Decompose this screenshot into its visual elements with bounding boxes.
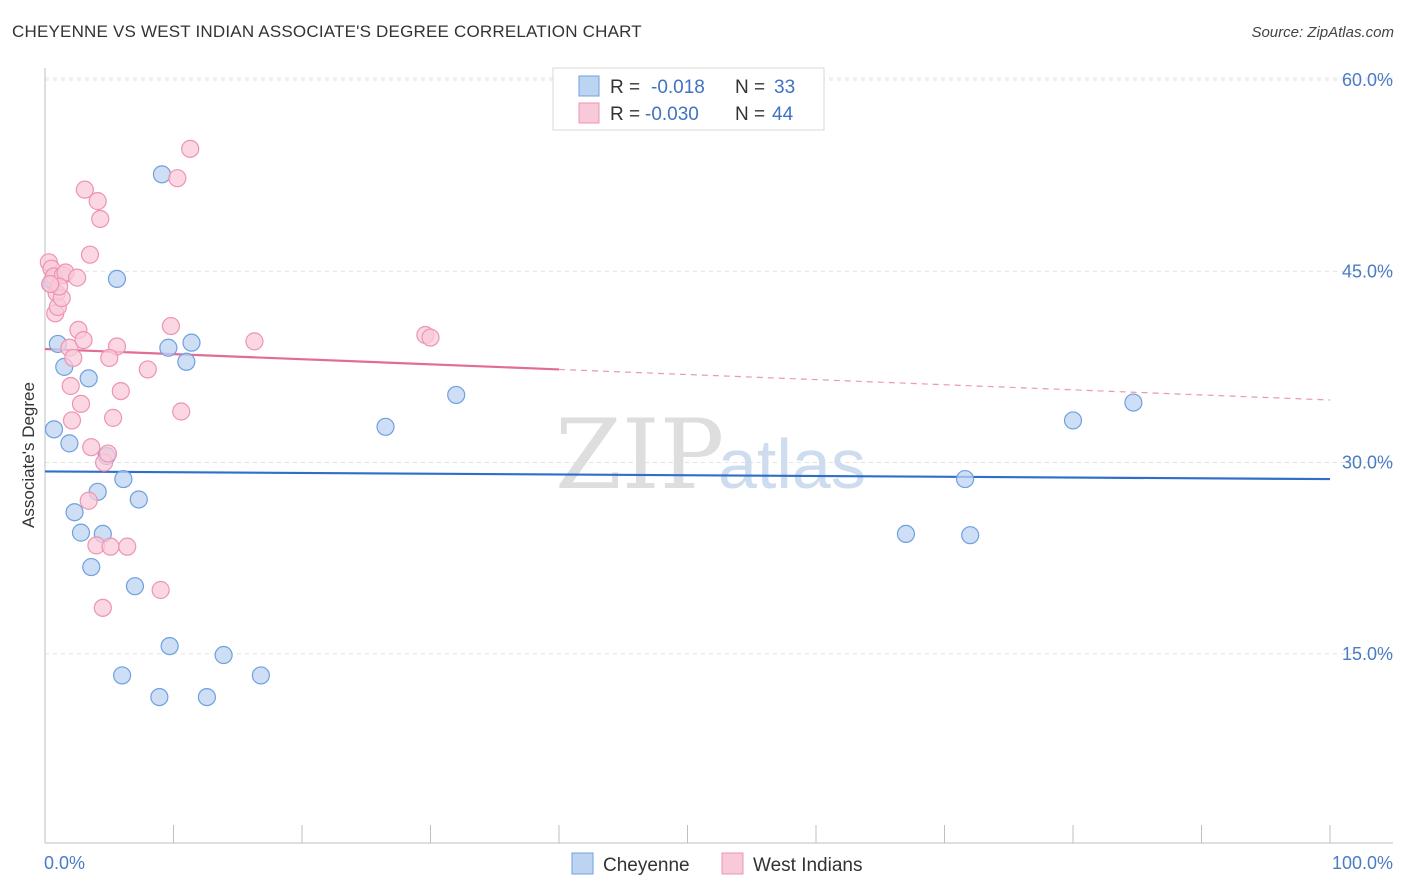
point-west-indians-41 [41,274,60,294]
point-west-indians-14 [71,394,91,413]
point-cheyenne-4 [60,434,79,453]
point-cheyenne-29 [896,524,916,544]
point-cheyenne-33 [1124,393,1143,412]
point-west-indians-25 [101,537,120,556]
point-cheyenne-15 [129,490,148,509]
point-west-indians-35 [181,139,200,158]
point-cheyenne-31 [961,526,980,545]
point-west-indians-40 [62,411,82,430]
legend-n-label-1: N = [735,77,765,98]
point-west-indians-33 [168,169,187,188]
point-west-indians-15 [75,180,94,199]
point-west-indians-16 [79,491,98,510]
point-cheyenne-6 [65,503,84,522]
point-west-indians-30 [138,360,157,379]
x-tick-label-1: 100.0% [1332,853,1393,873]
point-west-indians-42 [74,331,93,350]
point-west-indians-34 [172,402,191,421]
point-west-indians-18 [82,438,101,457]
point-west-indians-20 [88,192,107,211]
trend-line-1 [44,347,560,371]
point-cheyenne-17 [150,687,169,707]
point-cheyenne-16 [125,577,145,596]
legend-swatch-cheyenne [578,75,600,97]
point-cheyenne-21 [177,352,196,371]
legend-r-label-2: R = [610,104,640,125]
point-cheyenne-20 [160,636,179,656]
legend-r-value-2: -0.030 [645,104,699,125]
point-cheyenne-19 [159,338,178,357]
point-west-indians-12 [68,268,87,287]
point-west-indians-17 [80,245,100,264]
y-tick-label-3: 60.0% [1342,70,1393,90]
legend-r-value-1: -0.018 [651,77,705,98]
trend-line-0 [44,470,1331,481]
trend-lines [44,347,1331,481]
point-west-indians-21 [91,209,110,229]
point-cheyenne-26 [112,666,132,685]
axes [44,68,1393,844]
point-cheyenne-18 [152,165,172,184]
legend-n-label-2: N = [735,104,765,125]
point-west-indians-26 [104,408,123,427]
legend-swatch-west-indians [578,102,600,124]
series-label-cheyenne: Cheyenne [603,855,690,876]
point-west-indians-43 [100,348,119,368]
point-cheyenne-25 [251,666,270,685]
point-cheyenne-23 [197,687,217,707]
series-label-west-indians: West Indians [753,855,862,876]
y-tick-labels: 15.0% 30.0% 45.0% 60.0% [1342,70,1393,664]
point-west-indians-10 [61,376,80,396]
source-credit: Source: ZipAtlas.com [1251,24,1394,41]
point-west-indians-29 [118,537,137,556]
point-cheyenne-28 [447,385,466,405]
legend: R = -0.018 N = 33 R = -0.030 N = 44 [552,67,825,131]
legend-n-value-1: 33 [774,77,795,98]
grid [45,77,1393,655]
point-cheyenne-22 [182,333,201,352]
y-tick-label-1: 30.0% [1342,453,1393,473]
series-swatch-west-indians [721,852,744,875]
y-tick-label-0: 15.0% [1342,644,1393,664]
point-cheyenne-9 [82,557,101,577]
point-cheyenne-27 [376,417,395,436]
point-cheyenne-24 [214,645,233,665]
y-tick-label-2: 45.0% [1342,261,1393,281]
point-west-indians-22 [93,598,112,617]
point-west-indians-24 [98,444,118,463]
point-cheyenne-30 [955,469,975,489]
point-west-indians-28 [111,382,130,401]
watermark-zip: ZIP [555,399,724,511]
point-cheyenne-8 [79,369,98,388]
series-legend: Cheyenne West Indians [571,852,862,876]
point-west-indians-31 [151,580,170,600]
point-cheyenne-14 [114,469,133,489]
legend-n-value-2: 44 [772,104,794,125]
chart-title: CHEYENNE VS WEST INDIAN ASSOCIATE'S DEGR… [12,22,642,41]
point-cheyenne-32 [1063,411,1083,430]
point-west-indians-38 [421,328,440,347]
data-points [39,139,1143,707]
trend-line-extension-1 [558,368,1331,401]
watermark-atlas: atlas [718,425,866,503]
legend-r-label-1: R = [610,77,640,98]
point-west-indians-36 [245,332,264,351]
point-west-indians-11 [64,348,83,368]
x-tick-labels: 0.0% 100.0% [44,853,1393,873]
point-cheyenne-13 [107,269,127,288]
point-west-indians-32 [161,316,181,336]
series-swatch-cheyenne [571,852,594,875]
y-axis-label: Associate's Degree [19,382,38,528]
x-tick-label-0: 0.0% [44,853,85,873]
point-cheyenne-5 [44,420,64,439]
point-cheyenne-7 [71,523,91,542]
